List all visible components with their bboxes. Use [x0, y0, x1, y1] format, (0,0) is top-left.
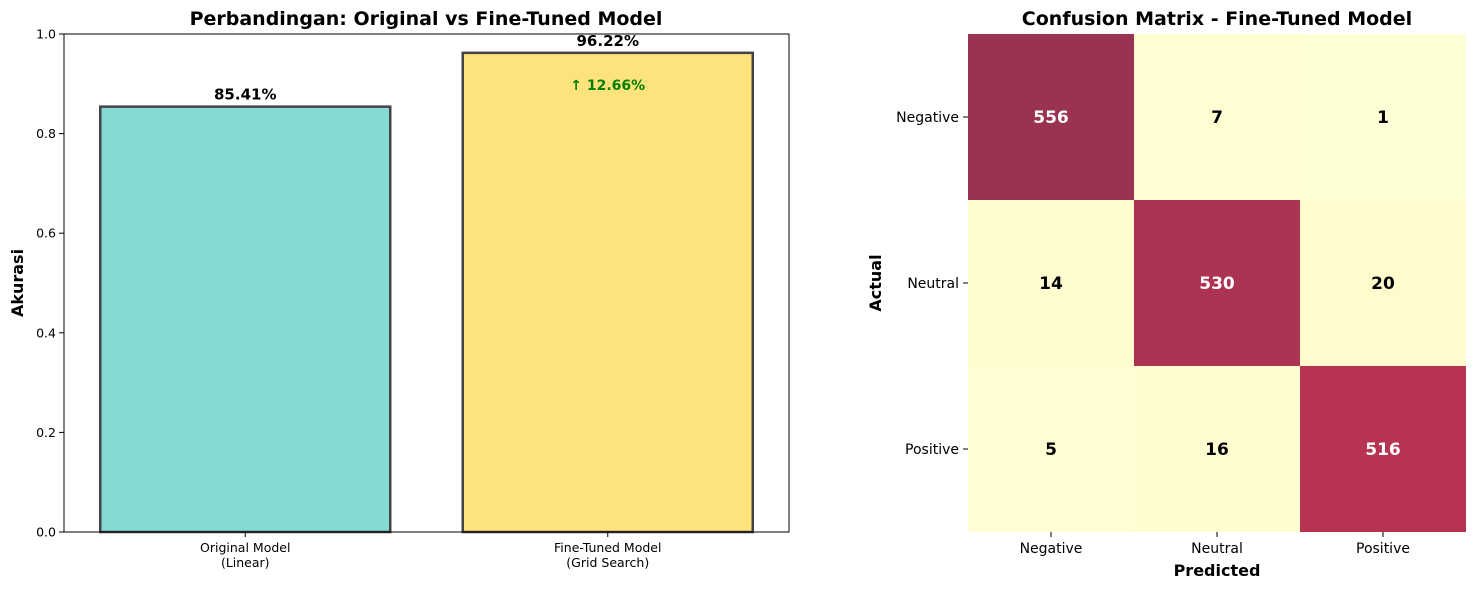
- cell-value-label: 5: [1045, 440, 1057, 460]
- y-tick-label: Positive: [905, 442, 959, 458]
- x-tick-label: Neutral: [1191, 541, 1243, 557]
- cell-value-label: 7: [1211, 108, 1223, 128]
- y-tick-label: 0.2: [36, 425, 56, 440]
- bar: [461, 51, 754, 534]
- cell-value-label: 16: [1205, 440, 1229, 460]
- x-tick-label: Original Model (Linear): [200, 540, 290, 570]
- y-tick-label: Neutral: [907, 276, 959, 292]
- y-tick-label: Negative: [896, 110, 959, 126]
- cell-value-label: 530: [1199, 274, 1235, 294]
- x-tick-label: Negative: [1020, 541, 1083, 557]
- heatmap-cell: [1300, 366, 1466, 532]
- heatmap-cell: [1300, 200, 1466, 366]
- bar-plot-area: 85.41% Original Model (Linear) 96.22% Fine-T…: [36, 27, 790, 570]
- cell-value-label: 14: [1039, 274, 1063, 294]
- confusion-matrix-xlabel: Predicted: [1174, 561, 1261, 580]
- improvement-annotation: ↑ 12.66%: [570, 78, 645, 94]
- heatmap-cell: [1300, 34, 1466, 200]
- bar-value-label: 85.41%: [214, 86, 276, 104]
- confusion-matrix-ylabel: Actual: [866, 254, 885, 311]
- heatmap-cell: [1134, 366, 1300, 532]
- y-tick-label: 0.0: [36, 525, 56, 540]
- cell-value-label: 516: [1365, 440, 1401, 460]
- bar-chart-ylabel: Akurasi: [8, 249, 27, 317]
- cell-value-label: 556: [1033, 108, 1069, 128]
- heatmap-cell: [968, 34, 1134, 200]
- heatmap-cell: [1134, 34, 1300, 200]
- bar-chart: Perbandingan: Original vs Fine-Tuned Mod…: [8, 8, 790, 570]
- y-tick-label: 0.4: [36, 325, 56, 340]
- y-tick-label: 0.6: [36, 226, 56, 241]
- heatmap-cell: [1134, 200, 1300, 366]
- heatmap-cell: [968, 200, 1134, 366]
- bar-chart-title: Perbandingan: Original vs Fine-Tuned Mod…: [190, 8, 663, 30]
- bar: [99, 105, 392, 534]
- y-tick-label: 1.0: [36, 27, 56, 42]
- cell-value-label: 1: [1377, 108, 1389, 128]
- x-tick-label: Positive: [1356, 541, 1410, 557]
- confusion-matrix-title: Confusion Matrix - Fine-Tuned Model: [1022, 8, 1412, 30]
- x-tick-label: Fine-Tuned Model (Grid Search): [554, 540, 661, 570]
- plot-frame: [63, 33, 790, 533]
- cell-value-label: 20: [1371, 274, 1395, 294]
- bar-value-label: 96.22%: [577, 32, 639, 50]
- y-tick-label: 0.8: [36, 126, 56, 141]
- heatmap-cell: [968, 366, 1134, 532]
- confusion-matrix: Confusion Matrix - Fine-Tuned Model Pred…: [866, 8, 1466, 580]
